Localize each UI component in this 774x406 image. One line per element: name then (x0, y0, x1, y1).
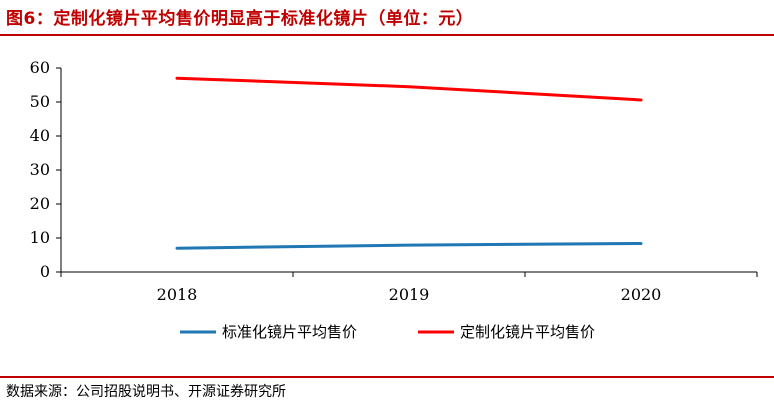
y-tick-label: 50 (30, 92, 50, 111)
legend-label-1: 标准化镜片平均售价 (222, 323, 357, 341)
y-tick-label: 0 (40, 262, 50, 281)
y-tick-label: 10 (30, 228, 50, 247)
source-note: 数据来源：公司招股说明书、开源证券研究所 (6, 384, 286, 400)
chart-title: 图6：定制化镜片平均售价明显高于标准化镜片（单位：元） (6, 9, 474, 29)
legend-label-2: 定制化镜片平均售价 (460, 323, 595, 341)
source-divider (0, 376, 774, 378)
title-divider (0, 34, 774, 36)
x-tick-label: 2018 (157, 285, 198, 304)
y-tick-label: 20 (30, 194, 50, 213)
chart-series (175, 76, 643, 250)
line-chart: 0 10 20 30 40 50 60 2018 2019 2020 标准化镜片平均售价 定制化镜片… (30, 58, 758, 341)
series-line-1 (175, 241, 643, 250)
y-tick-label: 60 (30, 58, 50, 77)
y-tick-label: 40 (30, 126, 50, 145)
x-tick-label: 2019 (389, 285, 430, 304)
chart-axes: 0 10 20 30 40 50 60 2018 2019 2020 (30, 58, 758, 304)
series-line-2 (175, 76, 643, 102)
chart-legend: 标准化镜片平均售价 定制化镜片平均售价 (180, 323, 595, 341)
y-tick-label: 30 (30, 160, 50, 179)
x-tick-label: 2020 (621, 285, 662, 304)
